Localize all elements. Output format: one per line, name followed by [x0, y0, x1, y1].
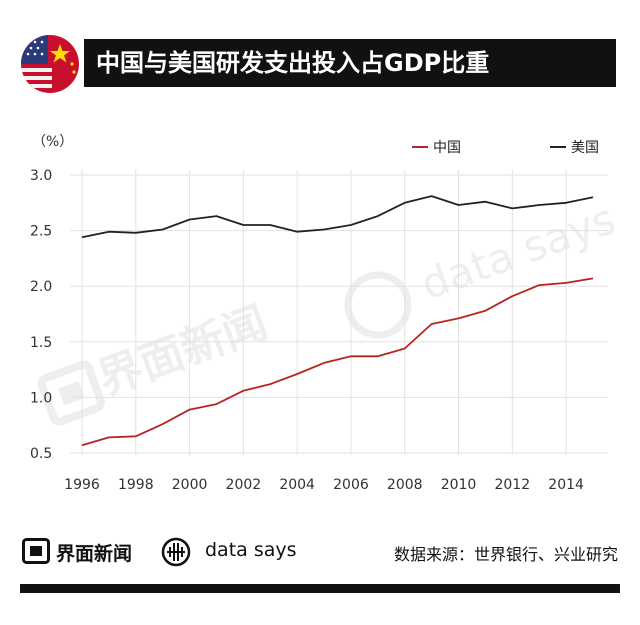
- legend-label-us: 美国: [571, 140, 599, 156]
- y-axis-unit: （%）: [32, 134, 73, 150]
- x-tick-label: 2002: [226, 477, 262, 493]
- title-bar: [84, 39, 616, 87]
- chart-title: 中国与美国研发支出投入占GDP比重: [96, 49, 490, 77]
- y-tick-label: 1.5: [30, 335, 52, 351]
- x-tick-label: 2012: [494, 477, 530, 493]
- y-tick-labels: 0.5 1.0 1.5 2.0 2.5 3.0: [30, 168, 52, 462]
- x-tick-label: 2000: [172, 477, 208, 493]
- x-tick-label: 2010: [441, 477, 477, 493]
- legend: 中国 美国: [412, 140, 599, 156]
- y-tick-label: 2.0: [30, 279, 52, 295]
- jiemian-logo-icon: [22, 538, 50, 564]
- x-tick-label: 2006: [333, 477, 369, 493]
- x-tick-label: 1996: [64, 477, 100, 493]
- series-lines: [81, 195, 594, 447]
- data-says-logo-icon: [161, 537, 191, 567]
- x-tick-label: 1998: [118, 477, 154, 493]
- footer-brand: 界面新闻: [56, 543, 133, 565]
- y-tick-label: 1.0: [30, 390, 52, 406]
- x-tick-label: 2008: [387, 477, 423, 493]
- y-tick-label: 2.5: [30, 224, 52, 240]
- china-us-flag-badge: [21, 35, 79, 93]
- x-tick-label: 2014: [548, 477, 584, 493]
- bottom-bar: [20, 584, 620, 593]
- x-tick-labels: 1996 1998 2000 2002 2004 2006 2008 2010 2012 2014: [64, 477, 584, 493]
- y-tick-label: 3.0: [30, 168, 52, 184]
- line-chart: 界面新闻 data says （%） 0.51.01.52.02.53.0 19…: [30, 134, 622, 493]
- footer-data-says: data says: [205, 539, 297, 561]
- series-line-china: [81, 277, 594, 447]
- legend-label-china: 中国: [433, 140, 461, 156]
- y-tick-label: 0.5: [30, 446, 52, 462]
- watermark-data-says: data says: [415, 194, 622, 309]
- data-source: 数据来源：世界银行、兴业研究: [393, 545, 618, 564]
- x-tick-label: 2004: [279, 477, 315, 493]
- series-line-us: [81, 195, 594, 239]
- grid-lines: [70, 170, 608, 455]
